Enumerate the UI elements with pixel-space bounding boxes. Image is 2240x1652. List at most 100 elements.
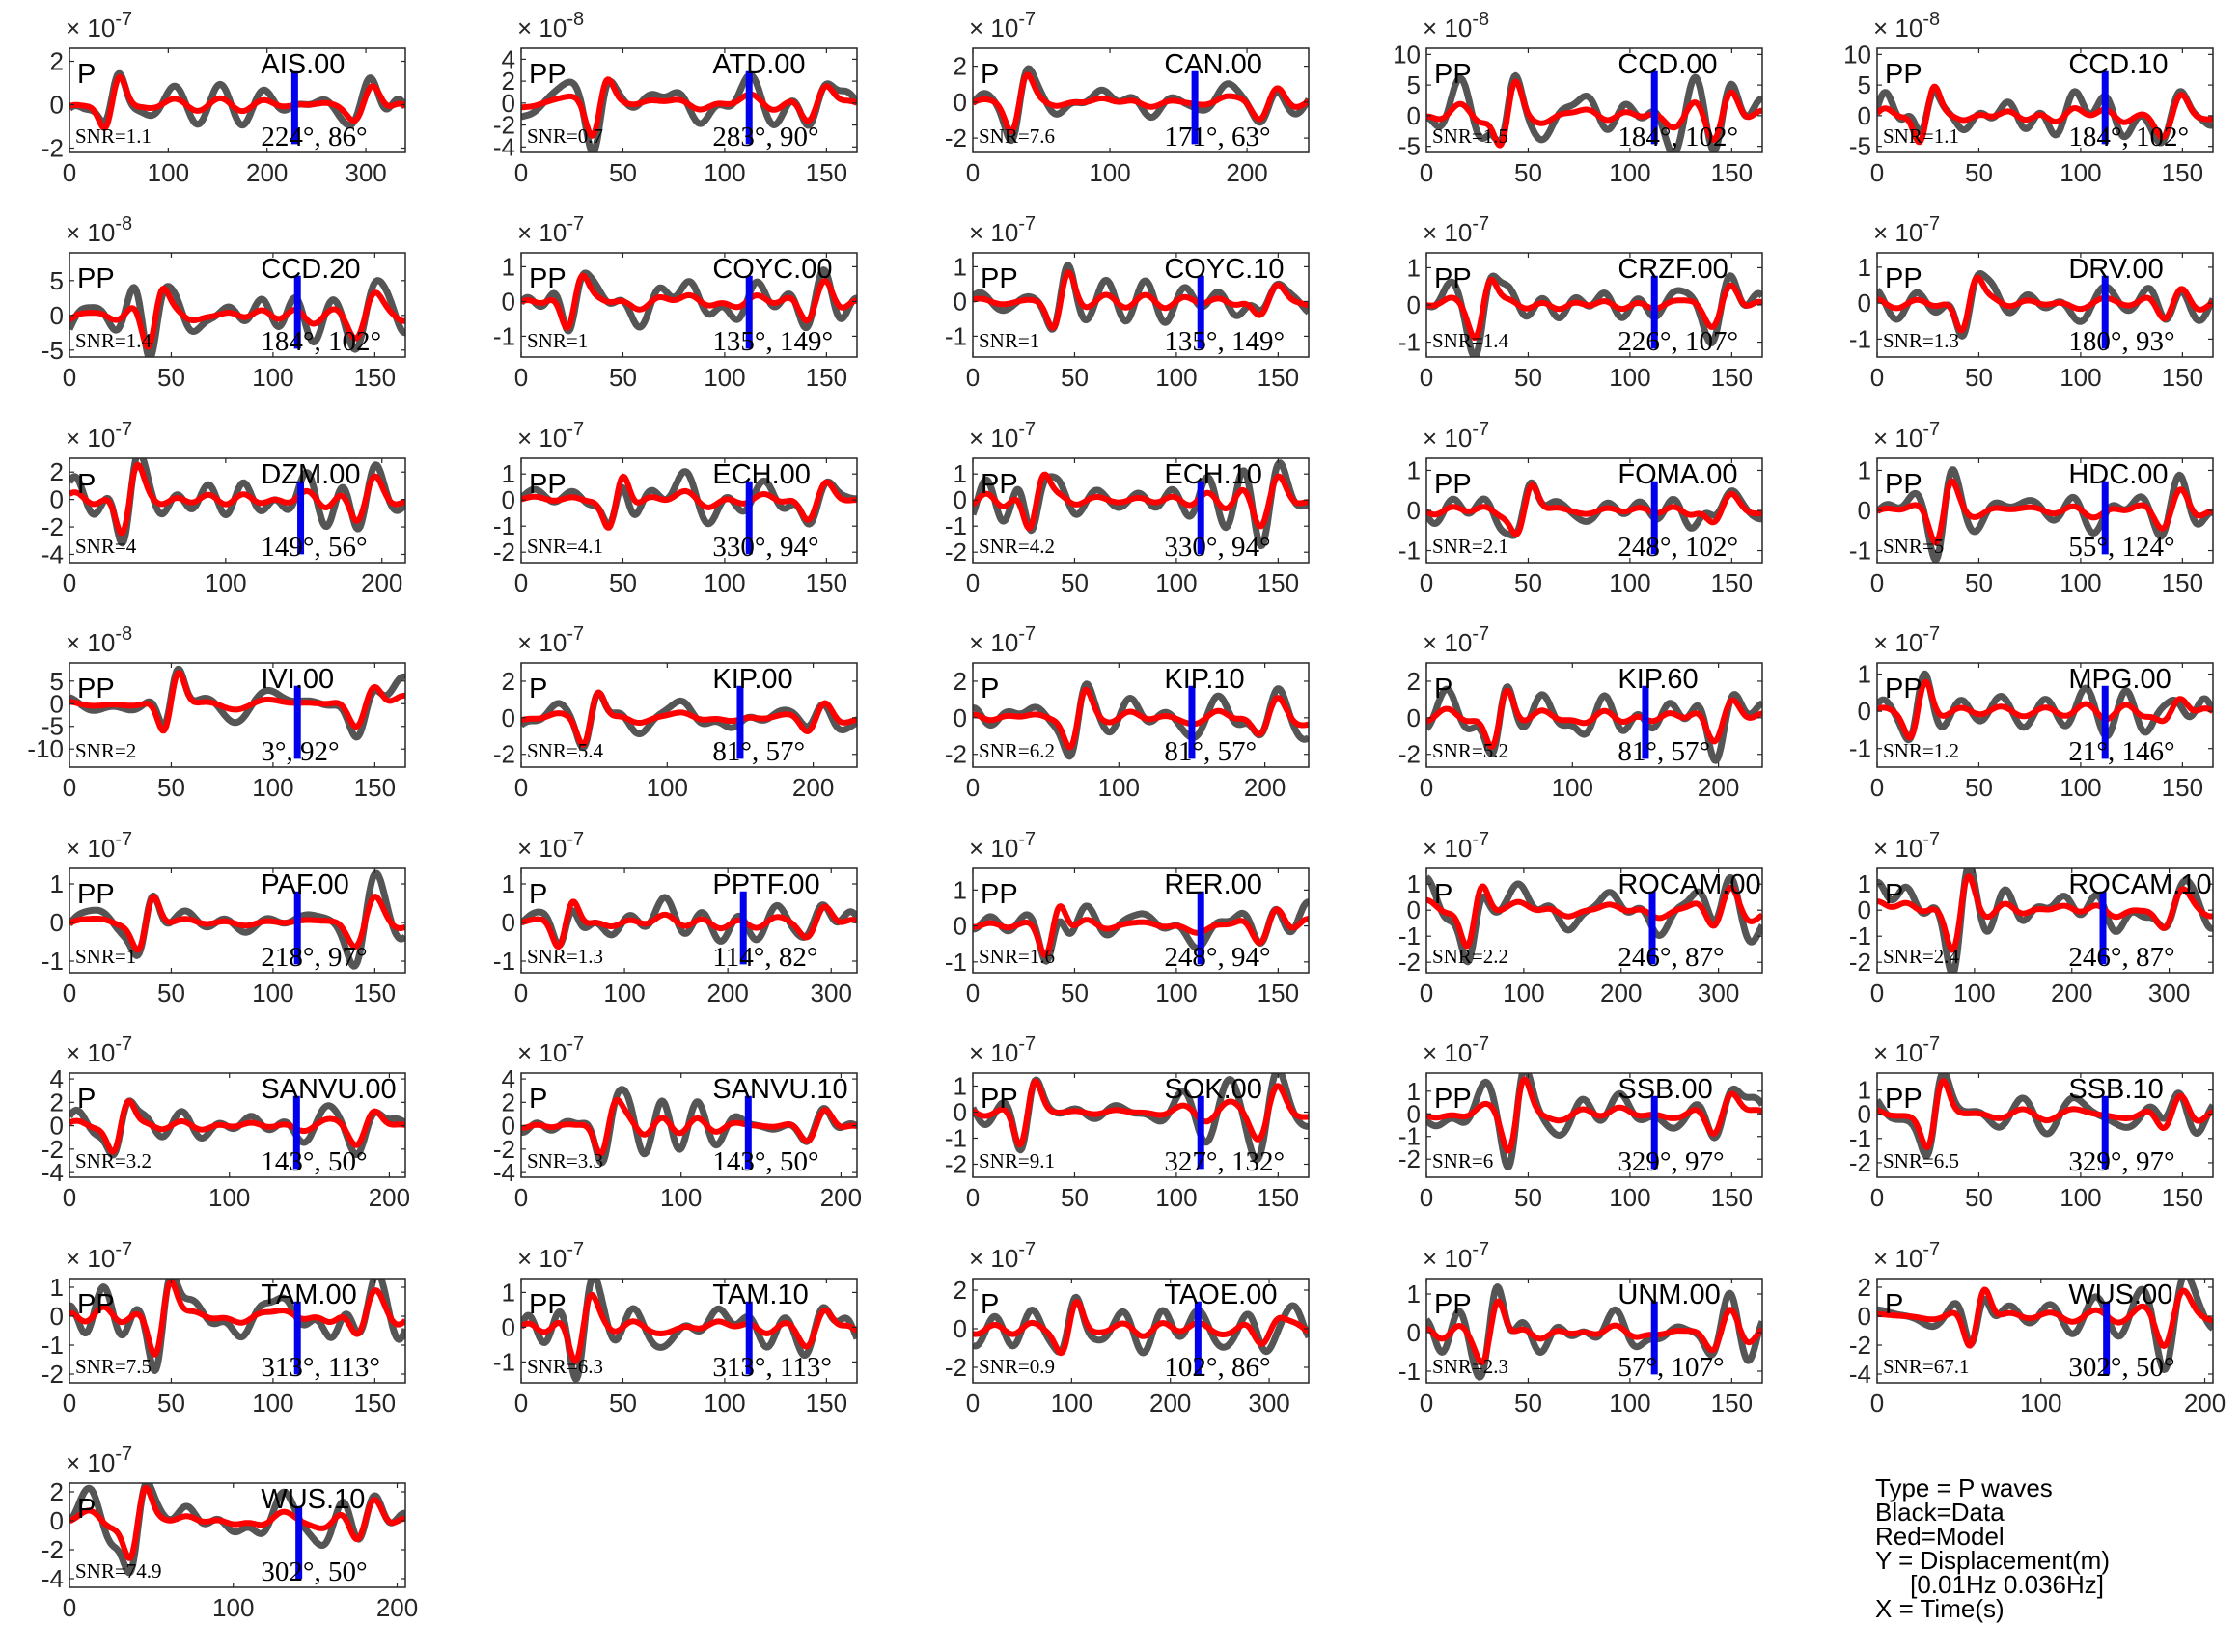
y-tick-label: 2 bbox=[1407, 667, 1421, 696]
station-label: CCD.10 bbox=[2068, 49, 2168, 80]
phase-label: PP bbox=[1885, 674, 1922, 704]
panel-foma-00: 0 50 100 150 -1 0 1× 10-7 PP FOMA.00 SNR=2.1 248°,… bbox=[1398, 419, 1763, 597]
y-tick-label: 1 bbox=[502, 869, 515, 898]
station-label: SANVU.10 bbox=[712, 1074, 847, 1105]
azimuth-distance-label: 21°, 146° bbox=[2068, 736, 2174, 767]
x-tick-label: 200 bbox=[376, 1593, 418, 1622]
snr-label: SNR=7.6 bbox=[979, 124, 1055, 148]
x-tick-label: 50 bbox=[157, 1389, 185, 1418]
y-tick-label: -2 bbox=[1398, 740, 1421, 769]
x-tick-label: 100 bbox=[1155, 1183, 1197, 1212]
y-tick-label: 0 bbox=[502, 287, 515, 316]
x-tick-label: 50 bbox=[1061, 978, 1089, 1007]
snr-label: SNR=1.4 bbox=[1432, 329, 1508, 352]
x-tick-label: 150 bbox=[806, 363, 847, 392]
phase-label: PP bbox=[77, 674, 115, 704]
y-tick-label: 4 bbox=[502, 1064, 515, 1093]
x-tick-label: 100 bbox=[704, 158, 745, 187]
model-trace bbox=[973, 686, 1309, 751]
x-tick-label: 0 bbox=[514, 978, 528, 1007]
station-label: TAOE.00 bbox=[1164, 1280, 1277, 1310]
station-label: PPTF.00 bbox=[712, 869, 819, 900]
station-label: KIP.00 bbox=[712, 664, 792, 695]
snr-label: SNR=6.5 bbox=[1883, 1149, 1959, 1172]
x-tick-label: 100 bbox=[660, 1183, 702, 1212]
y-tick-label: -2 bbox=[41, 1535, 64, 1564]
x-tick-label: 300 bbox=[1698, 978, 1739, 1007]
phase-label: P bbox=[77, 59, 96, 90]
station-label: SSB.10 bbox=[2068, 1074, 2163, 1105]
azimuth-distance-label: 246°, 87° bbox=[2068, 942, 2174, 973]
y-tick-label: -2 bbox=[945, 124, 967, 152]
y-tick-label: 0 bbox=[1858, 697, 1871, 726]
y-tick-label: 2 bbox=[502, 1088, 515, 1116]
y-exponent-label: × 10-7 bbox=[66, 9, 132, 42]
y-tick-label: -2 bbox=[1849, 948, 1871, 977]
y-tick-label: -1 bbox=[1398, 1122, 1421, 1151]
snr-label: SNR=1 bbox=[527, 329, 588, 352]
model-trace bbox=[1877, 83, 2213, 146]
axes-box bbox=[972, 662, 1310, 768]
phase-label: P bbox=[981, 1289, 999, 1320]
model-trace bbox=[69, 1279, 405, 1358]
snr-label: SNR=3.3 bbox=[527, 1149, 603, 1172]
x-tick-label: 50 bbox=[609, 363, 637, 392]
x-tick-label: 100 bbox=[252, 363, 293, 392]
x-tick-label: 200 bbox=[1149, 1389, 1191, 1418]
phase-label: PP bbox=[1885, 1084, 1922, 1115]
y-tick-label: -2 bbox=[945, 740, 967, 769]
x-tick-label: 200 bbox=[792, 773, 834, 802]
phase-label: P bbox=[77, 469, 96, 500]
model-trace bbox=[1877, 1078, 2213, 1150]
x-tick-label: 50 bbox=[1965, 158, 1993, 187]
azimuth-distance-label: 218°, 97° bbox=[261, 942, 367, 973]
x-tick-label: 50 bbox=[1514, 1183, 1542, 1212]
legend-type: Type = P waves bbox=[1875, 1473, 2053, 1502]
axes-box bbox=[1876, 1278, 2214, 1384]
y-tick-label: 0 bbox=[954, 703, 967, 732]
x-tick-label: 100 bbox=[704, 568, 745, 597]
x-tick-label: 150 bbox=[1711, 1183, 1753, 1212]
y-tick-label: 0 bbox=[1858, 101, 1871, 130]
x-tick-label: 50 bbox=[1965, 773, 1993, 802]
x-tick-label: 200 bbox=[706, 978, 748, 1007]
y-tick-label: 2 bbox=[502, 67, 515, 96]
x-tick-label: 100 bbox=[252, 1389, 293, 1418]
phase-label: PP bbox=[1885, 263, 1922, 294]
x-tick-label: 50 bbox=[1061, 363, 1089, 392]
y-tick-label: 5 bbox=[50, 266, 64, 295]
x-tick-label: 100 bbox=[1155, 363, 1197, 392]
phase-label: PP bbox=[529, 1289, 567, 1320]
y-exponent-label: × 10-7 bbox=[1423, 419, 1489, 453]
x-tick-label: 0 bbox=[63, 1183, 76, 1212]
y-exponent-label: × 10-7 bbox=[1873, 623, 1940, 657]
model-trace bbox=[521, 473, 857, 531]
model-trace bbox=[1426, 1076, 1762, 1154]
y-tick-label: -4 bbox=[41, 539, 64, 568]
y-tick-label: 4 bbox=[50, 1064, 64, 1093]
y-tick-label: -2 bbox=[493, 740, 515, 769]
axes-box bbox=[972, 457, 1310, 564]
model-trace bbox=[973, 471, 1309, 532]
y-exponent-label: × 10-7 bbox=[66, 1239, 132, 1273]
x-tick-label: 0 bbox=[514, 363, 528, 392]
y-tick-label: -1 bbox=[1849, 537, 1871, 565]
snr-label: SNR=1.1 bbox=[75, 124, 152, 148]
phase-label: P bbox=[529, 1084, 547, 1115]
y-tick-label: 2 bbox=[954, 1276, 967, 1305]
snr-label: SNR=2 bbox=[75, 739, 136, 762]
snr-label: SNR=6.3 bbox=[527, 1355, 603, 1378]
y-tick-label: -1 bbox=[1398, 328, 1421, 357]
x-tick-label: 100 bbox=[704, 363, 745, 392]
station-label: COYC.00 bbox=[712, 254, 832, 285]
y-tick-label: 0 bbox=[1407, 1099, 1421, 1128]
x-tick-label: 100 bbox=[2060, 363, 2101, 392]
y-tick-label: -1 bbox=[1398, 1357, 1421, 1386]
y-tick-label: 2 bbox=[954, 52, 967, 81]
azimuth-distance-label: 57°, 107° bbox=[1618, 1352, 1724, 1383]
panel-tam-10: 0 50 100 150 -1 0 1× 10-7 PP TAM.10 SNR=6.3 313°, … bbox=[493, 1239, 858, 1418]
azimuth-distance-label: 302°, 50° bbox=[261, 1556, 367, 1587]
y-tick-label: 2 bbox=[502, 667, 515, 696]
y-exponent-label: × 10-7 bbox=[969, 623, 1036, 657]
